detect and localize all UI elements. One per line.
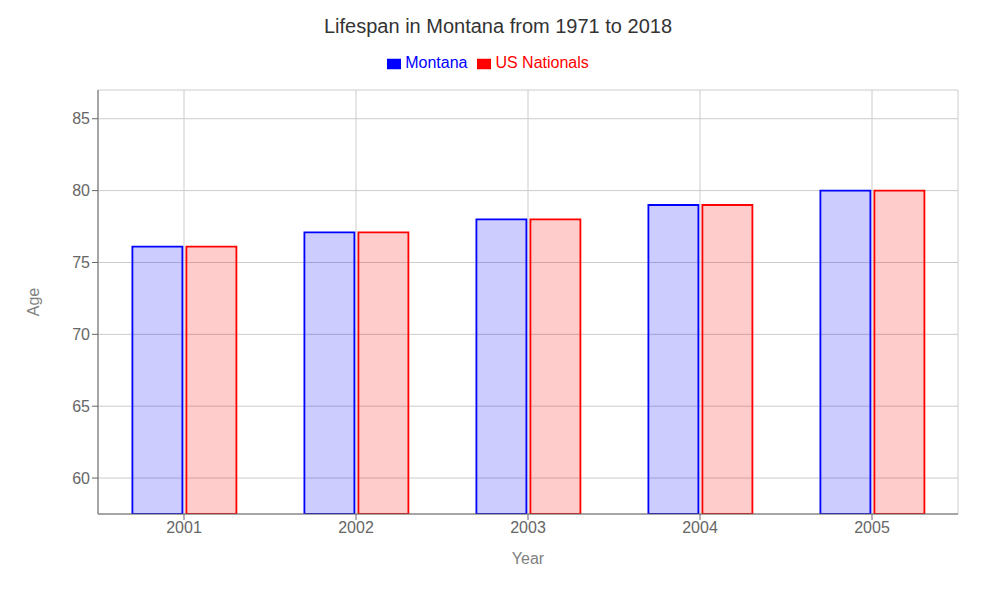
svg-text:2002: 2002 bbox=[338, 519, 374, 536]
html-text:US Nationals: US Nationals bbox=[495, 54, 589, 71]
svg-text:2003: 2003 bbox=[510, 519, 546, 536]
svg-text:80: 80 bbox=[72, 182, 90, 199]
svg-text:75: 75 bbox=[72, 254, 90, 271]
svg-text:70: 70 bbox=[72, 326, 90, 343]
svg-text:Year: Year bbox=[512, 550, 545, 567]
svg-text:60: 60 bbox=[72, 470, 90, 487]
svg-text:2001: 2001 bbox=[166, 519, 202, 536]
html-text:Montana: Montana bbox=[405, 54, 468, 71]
svg-text:2004: 2004 bbox=[682, 519, 718, 536]
svg-text:65: 65 bbox=[72, 398, 90, 415]
svg-text:2005: 2005 bbox=[854, 519, 890, 536]
html-text:Lifespan in Montana from 1971: Lifespan in Montana from 1971 to 2018 bbox=[324, 15, 672, 37]
svg-text:Age: Age bbox=[25, 288, 42, 317]
svg-text:85: 85 bbox=[72, 110, 90, 127]
